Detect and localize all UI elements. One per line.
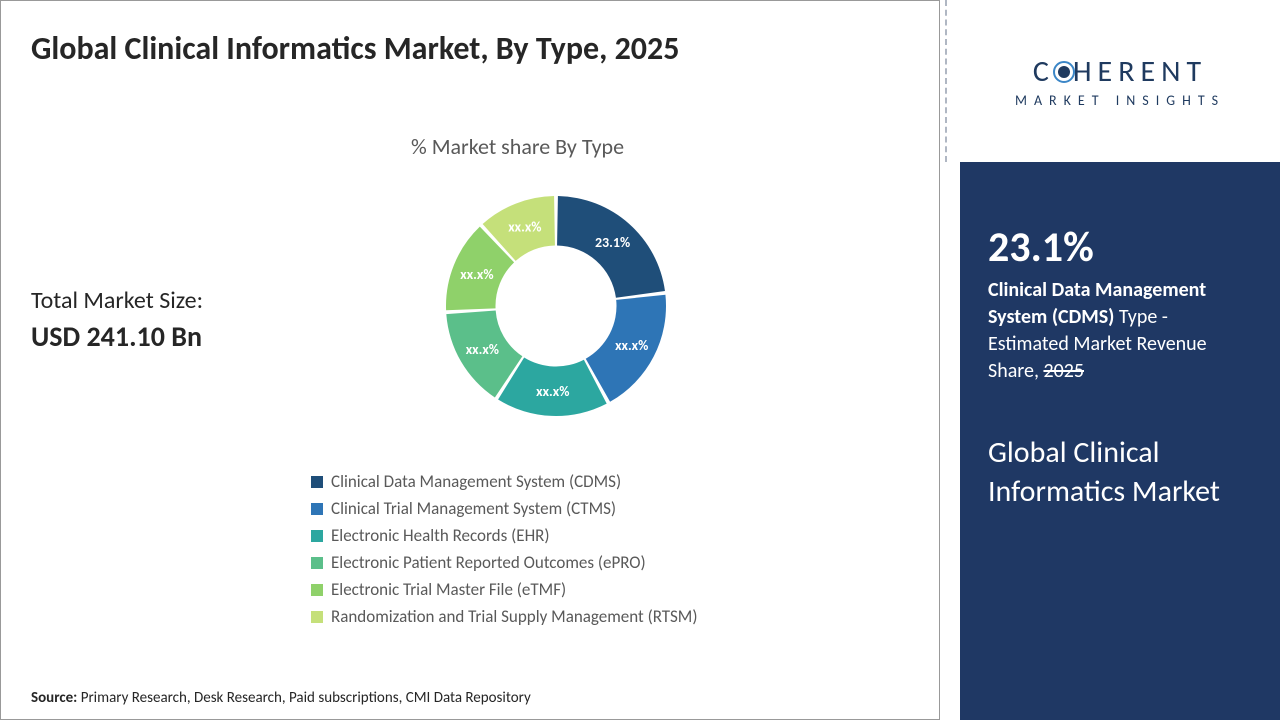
brand-post: HERENT [1073, 53, 1207, 90]
legend-label: Electronic Patient Reported Outcomes (eP… [331, 552, 646, 573]
market-size-label: Total Market Size: [31, 286, 203, 315]
legend-label: Clinical Data Management System (CDMS) [331, 471, 621, 492]
highlight-bold: Clinical Data Management System (CDMS) [988, 278, 1206, 329]
legend-swatch [311, 584, 323, 596]
legend-item: Electronic Patient Reported Outcomes (eP… [311, 552, 698, 573]
highlight-year: 2025 [1043, 359, 1084, 383]
legend-label: Electronic Trial Master File (eTMF) [331, 579, 566, 600]
market-size-value: USD 241.10 Bn [31, 319, 202, 354]
legend-item: Randomization and Trial Supply Managemen… [311, 606, 698, 627]
legend-item: Clinical Trial Management System (CTMS) [311, 498, 698, 519]
donut-slice-label: xx.x% [460, 266, 493, 283]
legend-label: Electronic Health Records (EHR) [331, 525, 550, 546]
legend-swatch [311, 476, 323, 488]
source-label: Source: [31, 689, 77, 707]
brand-area: C HERENT MARKET INSIGHTS [960, 0, 1280, 162]
main-chart-panel: Global Clinical Informatics Market, By T… [0, 0, 940, 720]
page-title: Global Clinical Informatics Market, By T… [31, 29, 679, 68]
source-attribution: Source: Primary Research, Desk Research,… [31, 689, 531, 707]
source-text: Primary Research, Desk Research, Paid su… [81, 689, 531, 707]
brand-name: C HERENT [1015, 53, 1225, 90]
legend-label: Clinical Trial Management System (CTMS) [331, 498, 616, 519]
donut-slice-label: xx.x% [508, 219, 541, 236]
legend-swatch [311, 530, 323, 542]
vertical-divider [945, 0, 947, 162]
legend-item: Electronic Health Records (EHR) [311, 525, 698, 546]
highlight-percentage: 23.1% [988, 222, 1252, 273]
brand-pre: C [1033, 53, 1055, 90]
highlight-description: Clinical Data Management System (CDMS) T… [988, 277, 1252, 385]
legend-swatch [311, 503, 323, 515]
legend-swatch [311, 611, 323, 623]
brand-logo: C HERENT MARKET INSIGHTS [1015, 53, 1225, 109]
chart-legend: Clinical Data Management System (CDMS) Cl… [311, 471, 698, 633]
donut-slice-label: xx.x% [466, 341, 499, 358]
donut-slice-label: 23.1% [595, 234, 630, 251]
highlight-sidebar: 23.1% Clinical Data Management System (C… [960, 162, 1280, 720]
donut-slice-label: xx.x% [615, 337, 648, 354]
donut-slice-label: xx.x% [536, 383, 569, 400]
globe-icon [1053, 61, 1075, 83]
brand-tagline: MARKET INSIGHTS [1015, 92, 1225, 109]
highlight-market-name: Global Clinical Informatics Market [988, 433, 1252, 511]
legend-swatch [311, 557, 323, 569]
donut-chart: 23.1% xx.x% xx.x% xx.x% xx.x% xx.x% [421, 171, 691, 441]
legend-label: Randomization and Trial Supply Managemen… [331, 606, 698, 627]
chart-subtitle: % Market share By Type [411, 133, 624, 160]
legend-item: Electronic Trial Master File (eTMF) [311, 579, 698, 600]
legend-item: Clinical Data Management System (CDMS) [311, 471, 698, 492]
